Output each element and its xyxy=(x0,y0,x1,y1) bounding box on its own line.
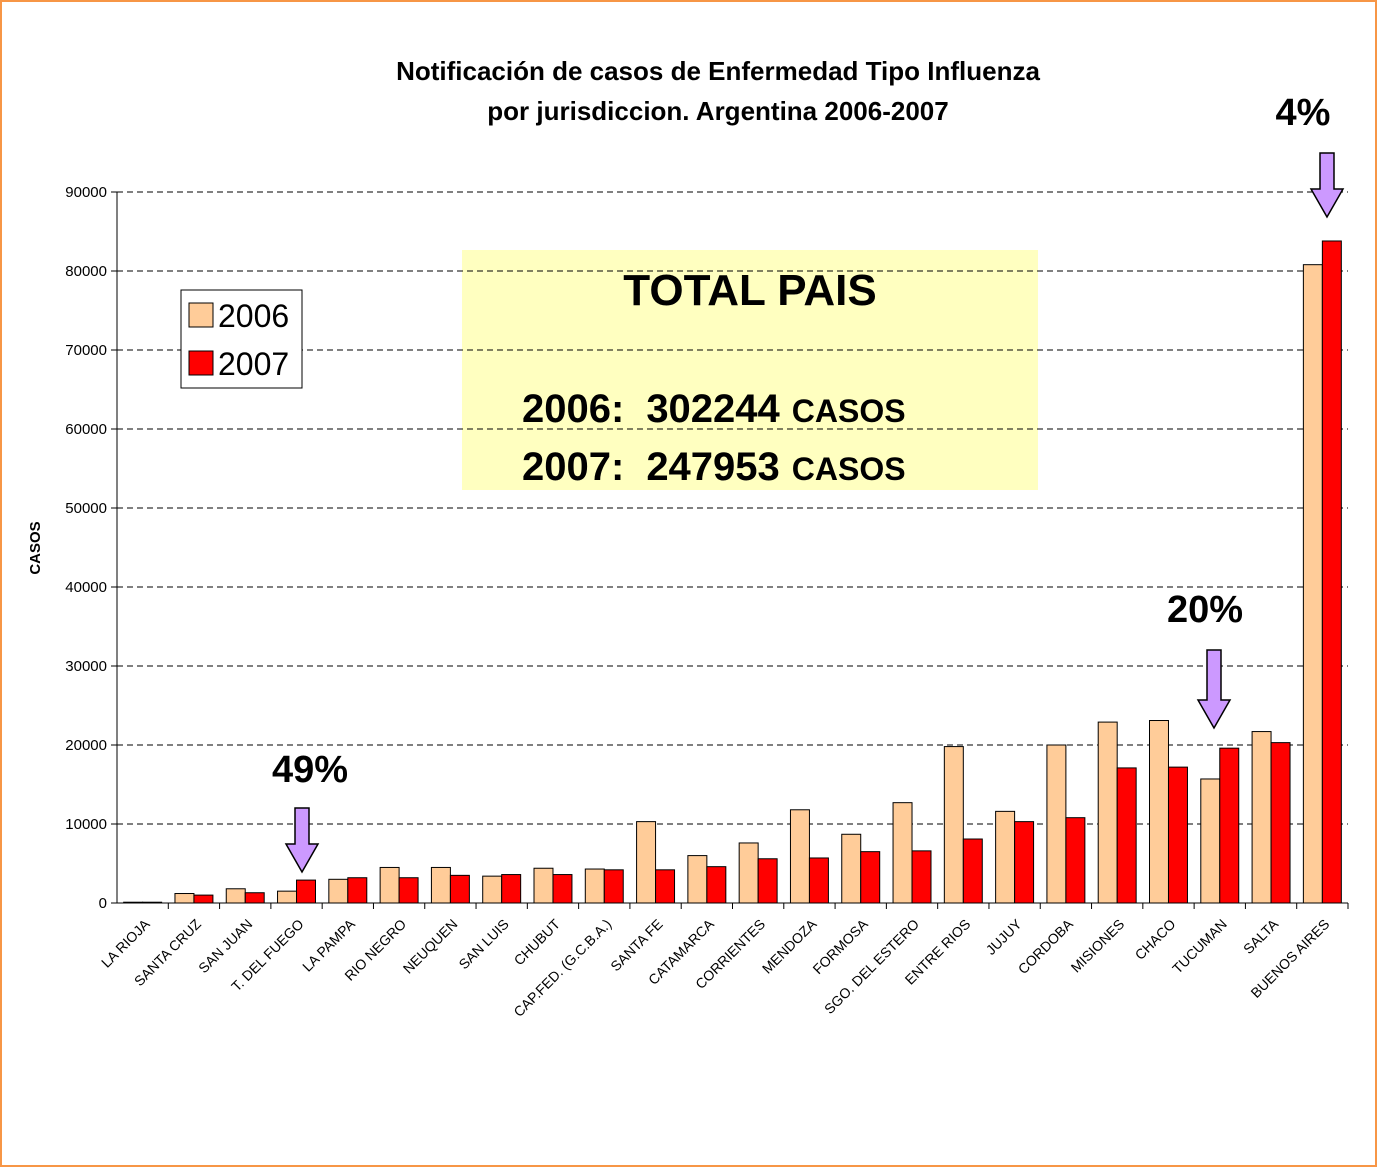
bar xyxy=(1302,264,1323,904)
bar xyxy=(789,809,810,904)
y-tick-label: 10000 xyxy=(65,816,107,833)
bar xyxy=(738,842,759,904)
bar xyxy=(193,894,214,904)
totals-value: 247953 xyxy=(646,445,779,489)
bar xyxy=(1046,744,1067,904)
bar xyxy=(142,901,163,904)
bar xyxy=(706,866,727,904)
bar xyxy=(1219,747,1240,904)
totals-line: 2006: 302244 CASOS xyxy=(522,387,906,431)
bar xyxy=(1270,742,1291,904)
bar xyxy=(533,867,554,904)
bar xyxy=(1014,821,1035,904)
chart-title: Notificación de casos de Enfermedad Tipo… xyxy=(396,56,1040,86)
bar xyxy=(1251,731,1272,904)
legend-label: 2007 xyxy=(218,346,289,382)
annotation: 20% xyxy=(1167,589,1243,631)
bar xyxy=(1065,817,1086,904)
bar xyxy=(1167,766,1188,904)
y-tick-label: 40000 xyxy=(65,579,107,596)
arrow xyxy=(1309,152,1345,219)
bar xyxy=(1149,720,1169,904)
arrow xyxy=(1196,649,1232,730)
bar xyxy=(225,888,246,904)
bar xyxy=(636,821,657,904)
arrow xyxy=(284,807,320,874)
bar xyxy=(277,890,298,904)
totals-title: TOTAL PAIS xyxy=(623,266,876,315)
bar xyxy=(584,868,605,904)
totals-label: 2007: xyxy=(522,445,624,489)
annotation: 49% xyxy=(272,749,348,791)
bar xyxy=(995,810,1016,904)
bar xyxy=(244,892,265,904)
bar xyxy=(687,855,708,904)
y-tick-label: 70000 xyxy=(65,342,107,359)
y-tick-label: 0 xyxy=(99,895,107,912)
y-tick-label: 90000 xyxy=(65,184,107,201)
y-tick-label: 30000 xyxy=(65,658,107,675)
bar xyxy=(501,874,522,904)
legend-swatch xyxy=(188,350,214,376)
totals-value: 302244 xyxy=(646,387,780,431)
bar xyxy=(123,901,144,904)
totals-unit: CASOS xyxy=(792,393,906,429)
chart-title: por jurisdiccion. Argentina 2006-2007 xyxy=(487,96,948,126)
annotation: 4% xyxy=(1276,92,1331,134)
bar xyxy=(603,869,624,904)
y-tick-label: 20000 xyxy=(65,737,107,754)
bar xyxy=(430,866,451,904)
y-tick-label: 80000 xyxy=(65,263,107,280)
totals-box xyxy=(462,250,1038,490)
bar xyxy=(347,877,368,904)
bar xyxy=(296,879,316,904)
bar xyxy=(449,874,470,904)
bar xyxy=(860,851,881,904)
bar xyxy=(892,802,913,904)
legend-swatch xyxy=(188,302,214,328)
bar xyxy=(1200,778,1221,904)
bar xyxy=(962,838,983,904)
bar xyxy=(911,850,932,904)
bar xyxy=(174,893,195,904)
bar xyxy=(328,878,349,904)
bar xyxy=(943,746,964,904)
y-tick-label: 60000 xyxy=(65,421,107,438)
legend-label: 2006 xyxy=(218,298,289,334)
totals-line: 2007: 247953 CASOS xyxy=(522,445,906,489)
y-tick-label: 50000 xyxy=(65,500,107,517)
totals-label: 2006: xyxy=(522,387,624,431)
bar xyxy=(379,866,400,904)
bar xyxy=(1116,767,1137,904)
bar xyxy=(398,877,419,904)
bar xyxy=(552,874,573,904)
bar xyxy=(1321,240,1342,904)
totals-unit: CASOS xyxy=(792,451,906,487)
bar xyxy=(841,833,862,904)
bar xyxy=(655,869,676,904)
bar xyxy=(757,858,778,904)
y-axis-label: CASOS xyxy=(27,521,44,574)
bar xyxy=(808,857,829,904)
bar xyxy=(1097,721,1118,904)
bar xyxy=(482,875,503,904)
